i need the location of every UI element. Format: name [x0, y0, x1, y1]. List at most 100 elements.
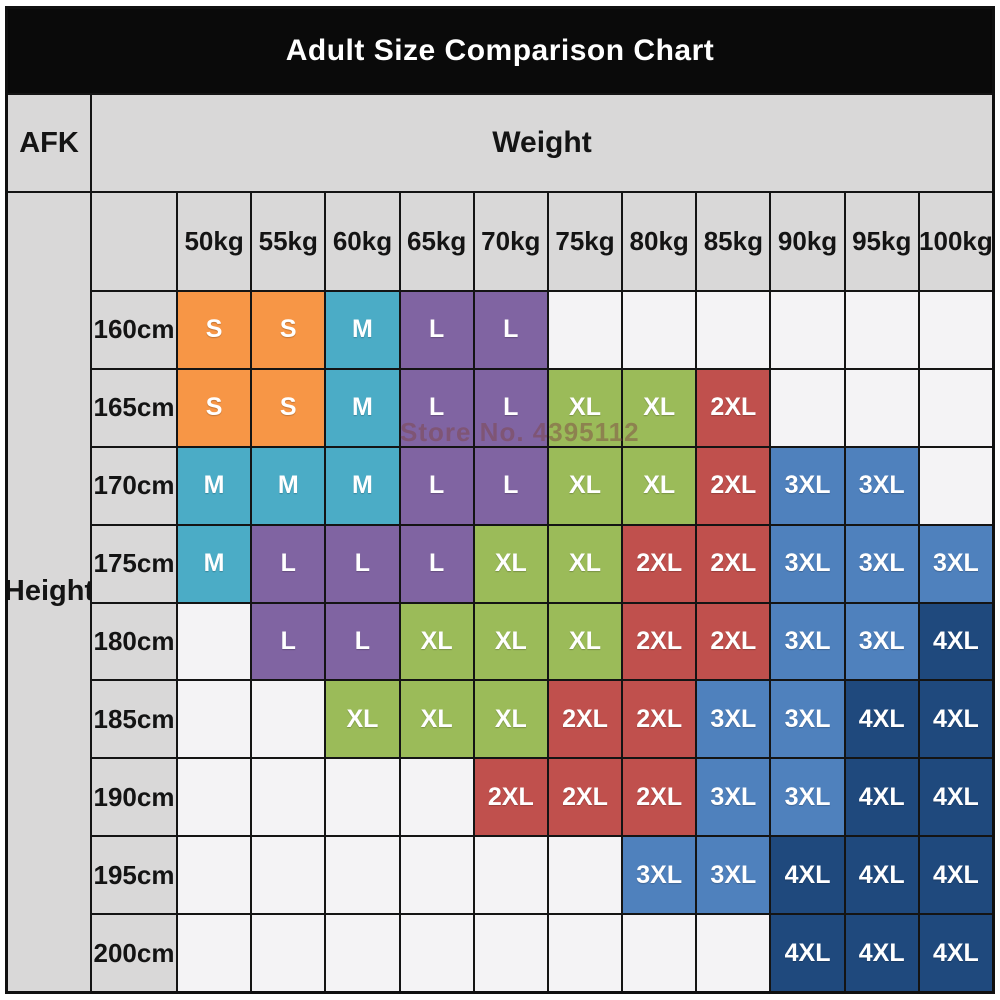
row-label-190cm: 190cm: [92, 759, 176, 836]
size-cell-170cm-60kg: M: [326, 447, 399, 524]
col-header-75kg: 75kg: [548, 193, 622, 290]
row-label-170cm: 170cm: [92, 447, 176, 524]
size-cell-195cm-60kg: [326, 837, 399, 914]
size-cell-170cm-85kg: 2XL: [697, 447, 770, 524]
col-header-60kg: 60kg: [326, 193, 399, 290]
size-cell-160cm-90kg: [771, 292, 844, 368]
size-cell-195cm-55kg: [252, 837, 325, 914]
size-cell-165cm-60kg: M: [326, 369, 399, 446]
size-cell-180cm-70kg: XL: [474, 603, 547, 680]
size-cell-165cm-75kg: XL: [548, 369, 622, 446]
size-cell-160cm-70kg: L: [474, 292, 547, 368]
size-cell-180cm-50kg: [178, 603, 251, 680]
size-cell-190cm-80kg: 2XL: [623, 759, 696, 836]
size-cell-160cm-100kg: [919, 292, 992, 368]
size-cell-195cm-85kg: 3XL: [697, 837, 770, 914]
size-cell-175cm-65kg: L: [400, 525, 473, 602]
row-label-180cm: 180cm: [92, 603, 176, 680]
size-cell-200cm-100kg: 4XL: [919, 915, 992, 991]
size-cell-175cm-85kg: 2XL: [697, 525, 770, 602]
size-cell-170cm-95kg: 3XL: [845, 447, 918, 524]
size-cell-185cm-75kg: 2XL: [548, 681, 622, 758]
size-cell-165cm-65kg: L: [400, 369, 473, 446]
col-header-80kg: 80kg: [623, 193, 696, 290]
size-cell-185cm-90kg: 3XL: [771, 681, 844, 758]
size-cell-165cm-85kg: 2XL: [697, 369, 770, 446]
size-cell-190cm-70kg: 2XL: [474, 759, 547, 836]
size-cell-190cm-95kg: 4XL: [845, 759, 918, 836]
size-cell-175cm-75kg: XL: [548, 525, 622, 602]
size-cell-185cm-80kg: 2XL: [623, 681, 696, 758]
col-header-100kg: 100kg: [919, 193, 992, 290]
size-cell-180cm-60kg: L: [326, 603, 399, 680]
size-cell-160cm-60kg: M: [326, 292, 399, 368]
size-cell-195cm-65kg: [400, 837, 473, 914]
size-cell-190cm-60kg: [326, 759, 399, 836]
size-cell-175cm-90kg: 3XL: [771, 525, 844, 602]
size-cell-190cm-100kg: 4XL: [919, 759, 992, 836]
size-cell-200cm-55kg: [252, 915, 325, 991]
size-cell-190cm-50kg: [178, 759, 251, 836]
size-cell-170cm-65kg: L: [400, 447, 473, 524]
size-cell-165cm-50kg: S: [178, 369, 251, 446]
col-header-70kg: 70kg: [474, 193, 547, 290]
size-cell-175cm-60kg: L: [326, 525, 399, 602]
size-cell-195cm-100kg: 4XL: [919, 837, 992, 914]
size-cell-160cm-50kg: S: [178, 292, 251, 368]
blank-header-cell: [92, 193, 176, 290]
size-cell-175cm-55kg: L: [252, 525, 325, 602]
size-cell-160cm-85kg: [697, 292, 770, 368]
size-cell-175cm-80kg: 2XL: [623, 525, 696, 602]
size-cell-170cm-50kg: M: [178, 447, 251, 524]
size-cell-180cm-85kg: 2XL: [697, 603, 770, 680]
size-cell-180cm-65kg: XL: [400, 603, 473, 680]
col-header-95kg: 95kg: [845, 193, 918, 290]
size-cell-200cm-85kg: [697, 915, 770, 991]
col-header-65kg: 65kg: [400, 193, 473, 290]
size-cell-190cm-75kg: 2XL: [548, 759, 622, 836]
size-cell-160cm-65kg: L: [400, 292, 473, 368]
size-cell-175cm-50kg: M: [178, 525, 251, 602]
size-cell-185cm-95kg: 4XL: [845, 681, 918, 758]
size-cell-195cm-90kg: 4XL: [771, 837, 844, 914]
size-cell-185cm-70kg: XL: [474, 681, 547, 758]
size-cell-165cm-80kg: XL: [623, 369, 696, 446]
size-cell-160cm-80kg: [623, 292, 696, 368]
size-cell-185cm-100kg: 4XL: [919, 681, 992, 758]
size-cell-165cm-70kg: L: [474, 369, 547, 446]
size-cell-175cm-70kg: XL: [474, 525, 547, 602]
size-cell-200cm-90kg: 4XL: [771, 915, 844, 991]
size-cell-180cm-95kg: 3XL: [845, 603, 918, 680]
row-label-175cm: 175cm: [92, 525, 176, 602]
weight-axis-label: Weight: [92, 95, 992, 191]
size-cell-190cm-65kg: [400, 759, 473, 836]
row-label-160cm: 160cm: [92, 292, 176, 368]
size-cell-200cm-65kg: [400, 915, 473, 991]
size-cell-170cm-70kg: L: [474, 447, 547, 524]
size-cell-160cm-95kg: [845, 292, 918, 368]
size-cell-165cm-95kg: [845, 369, 918, 446]
size-cell-165cm-90kg: [771, 369, 844, 446]
size-cell-165cm-55kg: S: [252, 369, 325, 446]
row-label-165cm: 165cm: [92, 369, 176, 446]
size-cell-200cm-75kg: [548, 915, 622, 991]
corner-label-afk: AFK: [8, 95, 90, 191]
size-cell-170cm-75kg: XL: [548, 447, 622, 524]
size-cell-170cm-80kg: XL: [623, 447, 696, 524]
size-cell-190cm-55kg: [252, 759, 325, 836]
size-cell-200cm-70kg: [474, 915, 547, 991]
page-title: Adult Size Comparison Chart: [8, 9, 992, 93]
size-cell-200cm-60kg: [326, 915, 399, 991]
size-cell-180cm-100kg: 4XL: [919, 603, 992, 680]
size-cell-170cm-55kg: M: [252, 447, 325, 524]
size-cell-195cm-80kg: 3XL: [623, 837, 696, 914]
size-cell-185cm-65kg: XL: [400, 681, 473, 758]
row-label-185cm: 185cm: [92, 681, 176, 758]
size-cell-160cm-55kg: S: [252, 292, 325, 368]
row-label-195cm: 195cm: [92, 837, 176, 914]
size-cell-180cm-80kg: 2XL: [623, 603, 696, 680]
col-header-50kg: 50kg: [178, 193, 251, 290]
size-cell-180cm-55kg: L: [252, 603, 325, 680]
col-header-55kg: 55kg: [252, 193, 325, 290]
